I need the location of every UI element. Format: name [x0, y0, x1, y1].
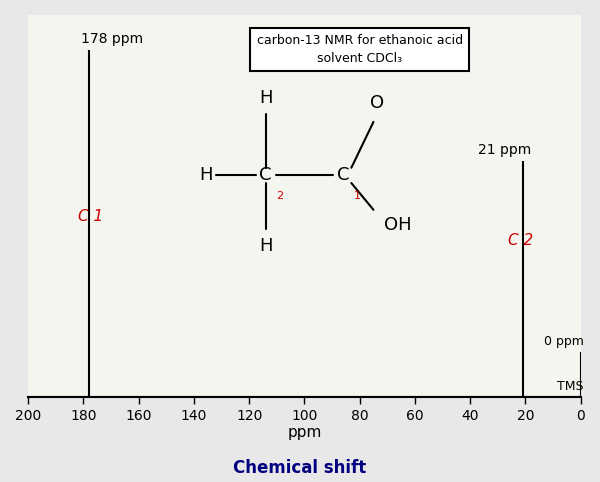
Text: O: O: [370, 94, 385, 112]
Text: 2: 2: [276, 191, 283, 201]
Text: C: C: [337, 166, 349, 185]
Text: C 1: C 1: [78, 209, 103, 224]
Text: H: H: [259, 89, 272, 107]
Text: H: H: [259, 237, 272, 254]
Text: C: C: [259, 166, 272, 185]
Text: OH: OH: [385, 215, 412, 233]
Text: C 2: C 2: [508, 233, 533, 248]
Text: Chemical shift: Chemical shift: [233, 459, 367, 477]
Text: 0 ppm: 0 ppm: [544, 335, 583, 348]
Text: TMS: TMS: [557, 380, 583, 393]
Text: 1: 1: [353, 191, 361, 201]
Text: 178 ppm: 178 ppm: [80, 32, 143, 46]
Text: carbon-13 NMR for ethanoic acid
solvent CDCl₃: carbon-13 NMR for ethanoic acid solvent …: [257, 34, 463, 65]
Text: H: H: [200, 166, 213, 185]
Text: 21 ppm: 21 ppm: [478, 143, 531, 157]
X-axis label: ppm: ppm: [287, 426, 322, 441]
